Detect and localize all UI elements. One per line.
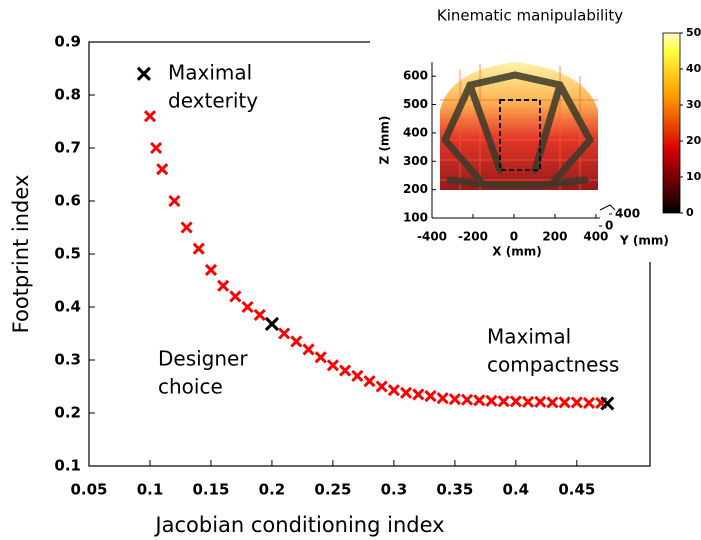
y-tick-label: 0.4 [54, 298, 81, 316]
annotation: Maximal [168, 61, 252, 85]
point [151, 143, 161, 153]
z-tick-label: 100 [403, 211, 428, 225]
colorbar-tick-label: 50 [686, 26, 701, 39]
y-tick-label: 0.7 [54, 139, 81, 157]
y-tick-label: 0.1 [54, 457, 81, 475]
point [413, 389, 423, 399]
point [535, 397, 545, 407]
y-tick-label: 0.5 [54, 245, 81, 263]
point [365, 376, 375, 386]
point [279, 329, 289, 339]
point [462, 395, 472, 405]
point [450, 394, 460, 404]
point [243, 302, 253, 312]
y-tick-label: 0 [605, 219, 613, 233]
y-axis-label: Y (mm) [619, 234, 669, 248]
point [206, 265, 216, 275]
point [328, 360, 338, 370]
y-tick-label: 0.9 [54, 33, 81, 51]
highlight-point [266, 318, 278, 330]
point [425, 391, 435, 401]
x-tick-label: 0.4 [503, 481, 530, 499]
y-axis-label: Footprint index [9, 175, 33, 334]
x-tick-label: 0.25 [314, 481, 351, 499]
y-tick-label: 0.8 [54, 86, 81, 104]
colorbar [663, 33, 680, 213]
point [474, 395, 484, 405]
point [182, 223, 192, 233]
x-tick-label: 0.3 [381, 481, 408, 499]
x-tick-label: 0.05 [70, 481, 107, 499]
x-tick-label: 0.1 [137, 481, 164, 499]
x-axis-label: Jacobian conditioning index [153, 513, 444, 537]
x-tick-label: 0.15 [192, 481, 229, 499]
z-tick-label: 400 [403, 125, 428, 139]
y-tick-label: 400 [615, 207, 640, 221]
colorbar-tick-label: 40 [686, 62, 701, 75]
point [169, 196, 179, 206]
point [255, 310, 265, 320]
z-axis-label: Z (mm) [378, 116, 392, 165]
point [438, 393, 448, 403]
point [291, 336, 301, 346]
annotation: Designer [158, 347, 248, 371]
point [572, 397, 582, 407]
point [523, 397, 533, 407]
point [145, 111, 155, 121]
point [584, 398, 594, 408]
y-tick-label: 0.6 [54, 192, 81, 210]
inset: Kinematic manipulability Z (mm) X (mm) Y… [370, 0, 701, 262]
point [401, 388, 411, 398]
point [316, 352, 326, 362]
colorbar-tick-label: 0 [686, 206, 694, 219]
chart: Jacobian conditioning index Footprint in… [0, 0, 701, 540]
point [352, 371, 362, 381]
x-tick-label: 0.35 [436, 481, 473, 499]
colorbar-tick-label: 10 [686, 170, 701, 183]
point [499, 396, 509, 406]
x-tick-label: 200 [542, 230, 567, 244]
point [194, 244, 204, 254]
point [486, 396, 496, 406]
x-tick-label: 0.45 [558, 481, 595, 499]
annotation: Maximal [487, 325, 571, 349]
colorbar-tick-label: 20 [686, 134, 701, 147]
point [230, 291, 240, 301]
x-tick-label: 0 [510, 230, 518, 244]
z-tick-label: 500 [403, 97, 428, 111]
point [157, 164, 167, 174]
x-tick-label: 0.2 [259, 481, 286, 499]
point [389, 385, 399, 395]
x-tick-label: -400 [417, 230, 447, 244]
x-tick-label: -200 [458, 230, 488, 244]
z-tick-label: 600 [403, 69, 428, 83]
highlight-point [138, 68, 150, 80]
annotation: dexterity [168, 89, 258, 113]
colorbar-tick-label: 30 [686, 98, 701, 111]
x-axis-label: X (mm) [492, 245, 541, 259]
point [560, 397, 570, 407]
annotation: choice [158, 375, 223, 399]
z-tick-label: 200 [403, 182, 428, 196]
point [340, 366, 350, 376]
point [218, 281, 228, 291]
point [511, 396, 521, 406]
annotation: compactness [487, 353, 619, 377]
z-tick-label: 300 [403, 154, 428, 168]
point [547, 397, 557, 407]
y-tick-label: 0.3 [54, 351, 81, 369]
y-tick-label: 0.2 [54, 404, 81, 422]
point [377, 382, 387, 392]
point [304, 344, 314, 354]
inset-title: Kinematic manipulability [437, 7, 623, 25]
